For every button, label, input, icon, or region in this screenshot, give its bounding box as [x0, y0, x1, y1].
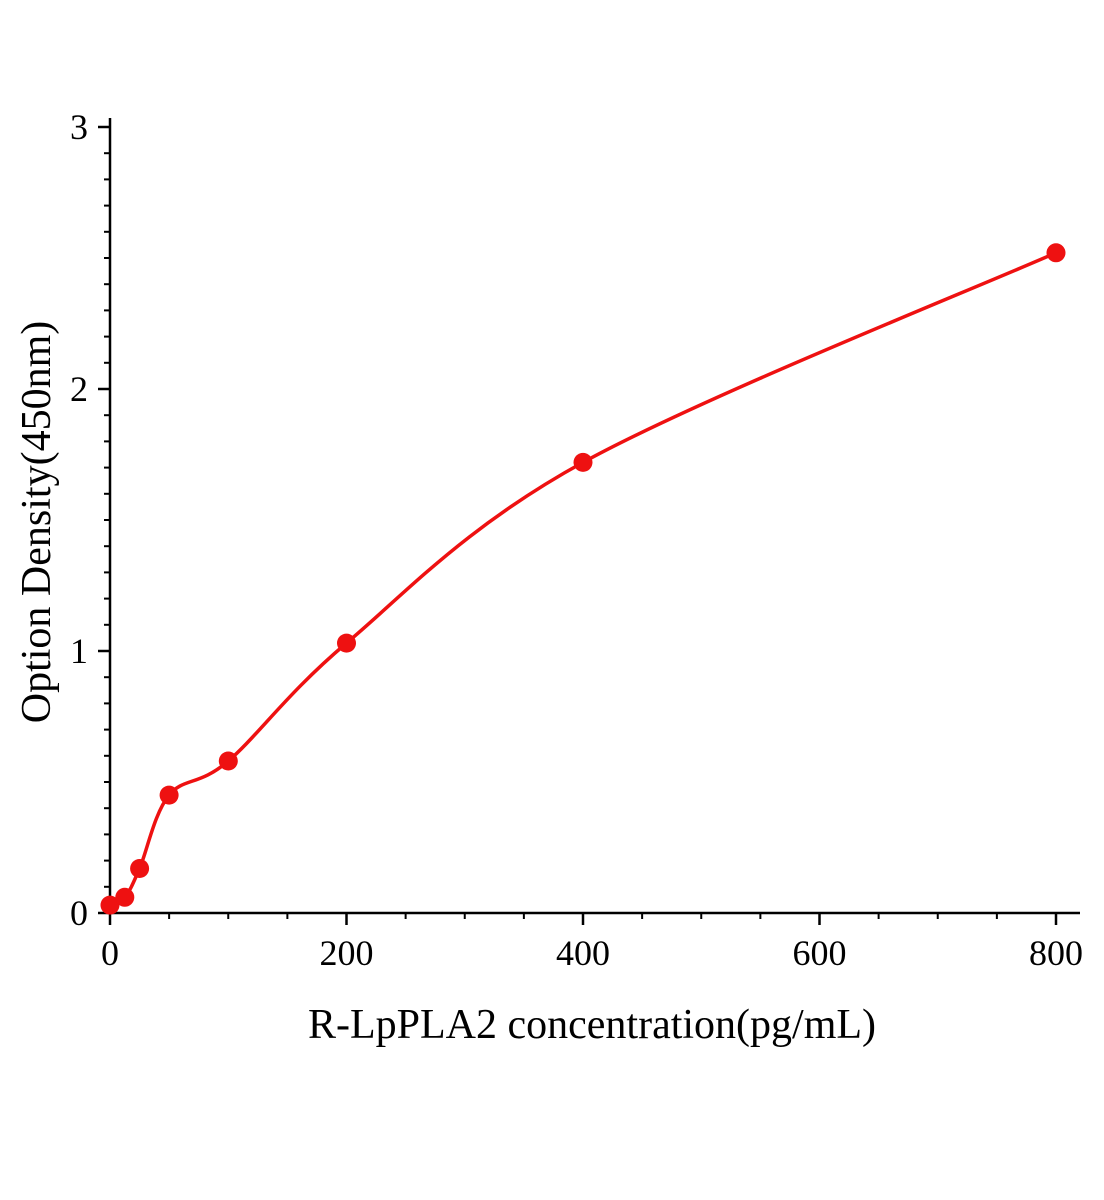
x-tick-label: 400	[556, 933, 610, 973]
data-point	[159, 785, 179, 805]
y-tick-label: 1	[70, 631, 88, 671]
data-point	[337, 633, 356, 653]
x-tick-label: 0	[101, 933, 119, 973]
x-tick-label: 600	[793, 933, 847, 973]
y-tick-label: 2	[70, 369, 88, 409]
x-axis-label: R-LpPLA2 concentration(pg/mL)	[308, 1002, 876, 1048]
data-point	[218, 751, 238, 771]
y-tick-label: 0	[70, 893, 88, 933]
plot-area: 0 200 400 600 800 0 1 2 3	[70, 107, 1083, 973]
data-point	[115, 887, 135, 907]
x-tick-label: 800	[1029, 933, 1083, 973]
data-point	[573, 452, 593, 472]
data-point	[1046, 243, 1066, 263]
fit-curve	[108, 251, 1058, 907]
x-tick-label: 200	[320, 933, 374, 973]
y-tick-label: 3	[70, 107, 88, 147]
data-point	[100, 895, 120, 915]
y-axis-label: Option Density(450nm)	[14, 321, 60, 723]
data-point	[130, 859, 150, 878]
